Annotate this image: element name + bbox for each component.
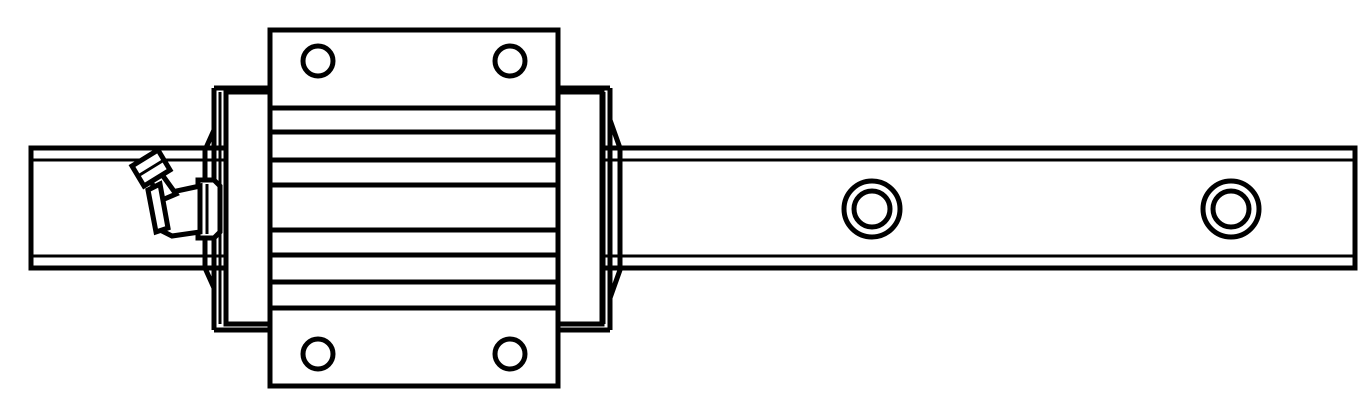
rail-hole-2 bbox=[1200, 178, 1262, 240]
rail-hole-1 bbox=[841, 178, 903, 240]
grease-nipple bbox=[128, 146, 223, 241]
carriage-hole-bottom-right bbox=[492, 336, 528, 372]
carriage-grooves bbox=[270, 105, 558, 311]
carriage-hole-top-right bbox=[492, 43, 528, 79]
right-end-cap bbox=[553, 85, 623, 333]
carriage-hole-top-left bbox=[300, 43, 336, 79]
carriage-block bbox=[267, 27, 561, 389]
carriage-hole-bottom-left bbox=[300, 336, 336, 372]
